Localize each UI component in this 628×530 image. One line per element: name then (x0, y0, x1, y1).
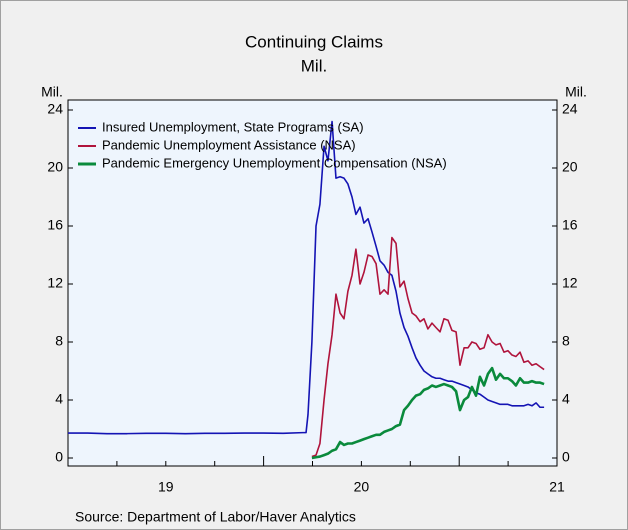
y-tick-label: 16 (47, 217, 63, 233)
legend-label: Pandemic Emergency Unemployment Compensa… (102, 155, 447, 170)
series-line (68, 120, 545, 435)
y2-tick-label: 16 (562, 217, 578, 233)
y2-tick-label: 8 (562, 333, 570, 349)
series-line (311, 236, 545, 458)
legend-label: Pandemic Unemployment Assistance (NSA) (102, 137, 356, 152)
series-line (311, 366, 545, 460)
plot-area (67, 99, 558, 467)
y-tick-label: 4 (55, 391, 63, 407)
y-axis-label: Mil. (41, 84, 63, 100)
chart-subtitle: Mil. (301, 56, 327, 75)
y-tick-label: 20 (47, 159, 63, 175)
y2-tick-label: 12 (562, 275, 578, 291)
y2-tick-label: 0 (562, 449, 570, 465)
x-tick-label: 21 (549, 479, 565, 495)
x-tick-label: 20 (354, 479, 370, 495)
chart-title: Continuing Claims (245, 32, 383, 51)
y-tick-label: 12 (47, 275, 63, 291)
y-tick-label: 24 (47, 101, 63, 117)
y-tick-label: 0 (55, 449, 63, 465)
y2-axis-label: Mil. (565, 84, 587, 100)
y2-tick-label: 24 (562, 101, 578, 117)
y-tick-label: 8 (55, 333, 63, 349)
x-tick-label: 19 (158, 479, 174, 495)
y2-tick-label: 20 (562, 159, 578, 175)
legend-label: Insured Unemployment, State Programs (SA… (102, 119, 364, 134)
y2-tick-label: 4 (562, 391, 570, 407)
source: Source: Department of Labor/Haver Analyt… (75, 509, 356, 525)
